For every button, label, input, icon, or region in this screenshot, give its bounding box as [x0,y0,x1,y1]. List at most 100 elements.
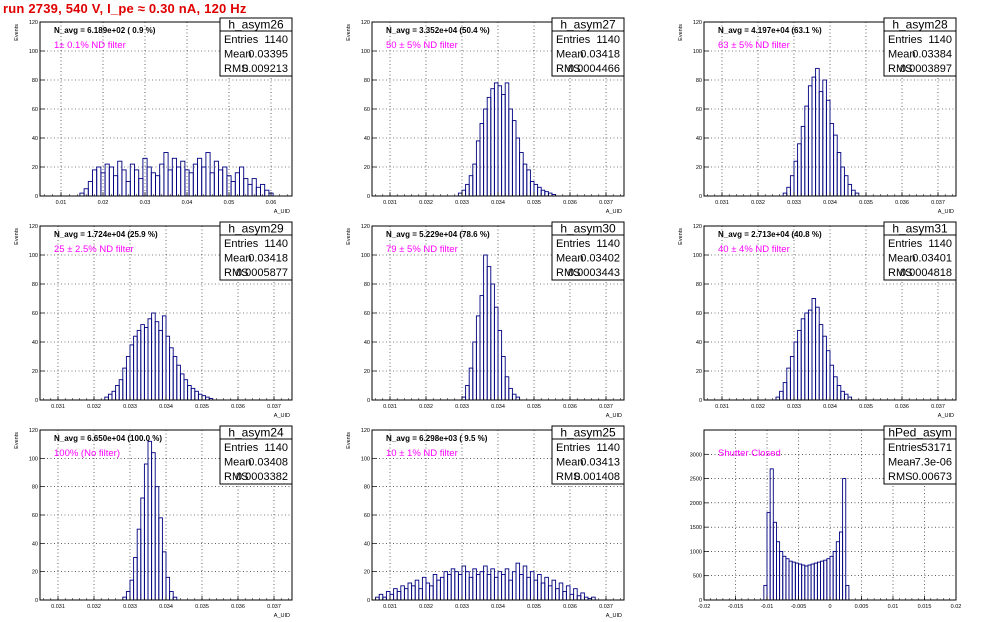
stats-box-key: Entries [224,442,259,454]
stats-box-value: 0.00673 [912,471,952,483]
y-tick-label: 80 [696,78,702,84]
histogram-panel-h-asym31: 0.031 0.032 0.033 0.034 0.035 0.036 0.037 0 20 40… [678,221,957,419]
x-tick-label: 0.033 [455,200,469,206]
x-axis-title: A_UID [274,413,290,419]
x-axis-title: A_UID [606,613,622,619]
stats-box-value: 1140 [264,442,288,454]
y-tick-label: 100 [361,253,370,259]
y-tick-label: 500 [693,574,702,580]
stats-box: h_asym25 Entries 1140 Mean0.03413RMS0.00140… [551,425,625,485]
y-tick-label: 40 [364,340,370,346]
x-tick-label: 0.034 [159,404,173,410]
x-tick-label: 0.033 [787,404,801,410]
filter-annotation: 40 ± 4% ND filter [718,244,790,255]
x-tick-label: 0.032 [751,200,765,206]
y-tick-label: 20 [696,369,702,375]
y-tick-label: 120 [361,428,370,434]
run-title: run 2739, 540 V, I_pe ≈ 0.30 nA, 120 Hz [3,1,247,16]
x-tick-label: 0.04 [182,200,193,206]
stats-box-key: RMS [888,267,912,279]
stats-box-title: h_asym29 [228,222,284,236]
filter-annotation: 10 ± 1% ND filter [386,448,458,459]
x-tick-label: 0.037 [599,604,613,610]
x-tick-label: 0.032 [87,604,101,610]
y-tick-label: 80 [696,282,702,288]
x-tick-label: 0.035 [195,404,209,410]
histogram-panel-h-asym26: 0.01 0.02 0.03 0.04 0.05 0.06 0 20 40 60 80 100 120 E… [14,17,293,215]
stats-box-title: h_asym31 [892,222,948,236]
n-avg-label: N_avg = 6.650e+04 (100.0 %) [54,434,162,443]
y-axis-title: Events [678,228,684,245]
y-tick-label: 100 [29,456,38,462]
stats-box-key: Mean [224,253,252,265]
stats-box-title: h_asym27 [560,18,616,32]
y-tick-label: 120 [693,224,702,230]
stats-box-value: 1140 [596,238,620,250]
stats-box-frame [219,425,293,485]
y-tick-label: 20 [696,165,702,171]
stats-box: hPed_asym Entries 53171 Mean-7.3e-06 RMS 0.00… [883,425,957,485]
x-tick-label: 0.06 [266,200,277,206]
y-tick-label: 20 [32,165,38,171]
x-tick-label: 0.034 [491,404,505,410]
x-tick-label: 0.037 [931,200,945,206]
stats-box: h_asym28 Entries 1140 Mean0.03384RMS0.00038… [883,17,957,77]
x-tick-label: 0.02 [98,200,109,206]
x-axis-title: A_UID [938,413,954,419]
histogram-panel-h-asym29: 0.031 0.032 0.033 0.034 0.035 0.036 0.037 0 20 40… [14,221,293,419]
x-tick-label: 0.036 [895,404,909,410]
x-axis-title: A_UID [274,613,290,619]
y-tick-label: 60 [364,107,370,113]
y-tick-label: 1000 [690,549,702,555]
stats-box-title: h_asym26 [228,18,284,32]
x-tick-label: 0.037 [599,200,613,206]
filter-annotation: Shutter Closed [718,448,781,459]
y-tick-label: 100 [361,49,370,55]
y-axis-title: Events [678,24,684,41]
x-tick-label: 0.033 [455,404,469,410]
y-tick-label: 1500 [690,525,702,531]
stats-box-value: 0.009213 [242,63,288,75]
y-tick-label: 60 [32,311,38,317]
stats-box: h_asym26 Entries 1140 Mean0.03395RMS0.00921… [219,17,293,77]
x-tick-label: 0.032 [419,404,433,410]
x-tick-label: 0.037 [267,404,281,410]
stats-box-value: 0.03418 [580,49,620,61]
y-tick-label: 60 [364,311,370,317]
stats-box-value: 1140 [928,238,952,250]
stats-box-value: 0.03402 [580,253,620,265]
stats-box-key: RMS [224,471,248,483]
n-avg-label: N_avg = 1.724e+04 (25.9 %) [54,230,158,239]
stats-box-key: RMS [556,63,580,75]
y-tick-label: 40 [364,136,370,142]
x-tick-label: 0.032 [419,200,433,206]
y-tick-label: 80 [364,282,370,288]
y-axis-title: Events [346,432,352,449]
x-axis-title: A_UID [606,413,622,419]
y-tick-label: 0 [367,398,370,404]
x-tick-label: 0.036 [231,604,245,610]
y-axis-title: Events [14,228,20,245]
filter-annotation: 25 ± 2.5% ND filter [54,244,134,255]
x-tick-label: 0.034 [491,604,505,610]
stats-box-value: 0.03408 [248,457,288,469]
x-tick-label: 0.032 [87,404,101,410]
y-axis-title: Events [346,24,352,41]
x-tick-label: 0.033 [123,404,137,410]
stats-box-value: 0.0003382 [236,471,288,483]
x-tick-label: 0.036 [895,200,909,206]
stats-box-key: Mean [556,253,584,265]
y-tick-label: 0 [367,194,370,200]
filter-annotation: 100% (No filter) [54,448,120,459]
histogram-panel-h-asym30: 0.031 0.032 0.033 0.034 0.035 0.036 0.037 0 20 40… [346,221,625,419]
x-tick-label: 0.035 [527,404,541,410]
y-tick-label: 60 [696,311,702,317]
stats-box-frame [551,221,625,281]
histogram-panel-h-asym24: 0.031 0.032 0.033 0.034 0.035 0.036 0.037 0 20 40… [14,425,293,619]
y-tick-label: 60 [364,513,370,519]
stats-box-title: h_asym30 [560,222,616,236]
n-avg-label: N_avg = 6.189e+02 ( 0.9 %) [54,26,156,35]
stats-box-key: RMS [556,267,580,279]
x-tick-label: 0.031 [383,604,397,610]
stats-box-key: Mean [888,457,916,469]
